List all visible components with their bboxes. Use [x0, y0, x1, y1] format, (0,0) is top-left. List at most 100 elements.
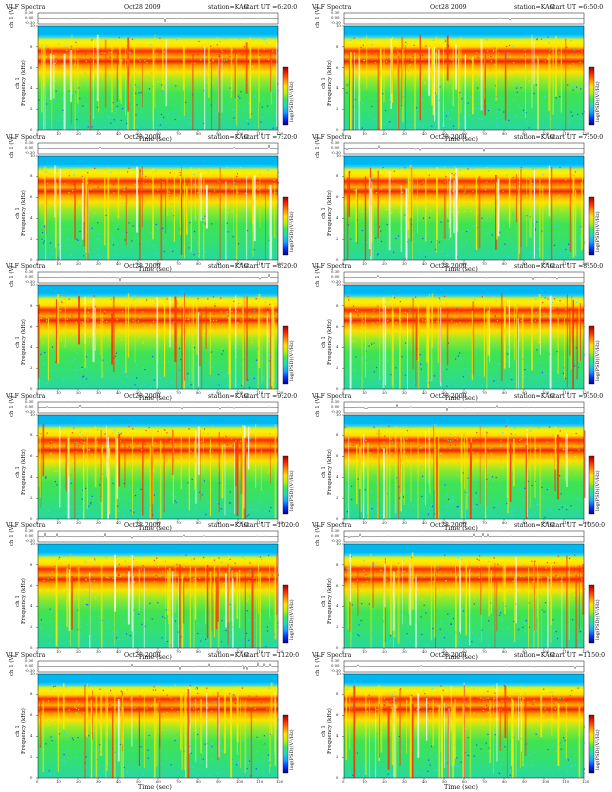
waveform-tick-label: 0.00 — [25, 662, 34, 668]
y-tick-label: 0 — [336, 515, 339, 521]
x-tick-label: 60 — [462, 649, 467, 654]
waveform-axis-label: ch 1 (V) — [315, 524, 321, 546]
spectrogram-panel: VLF Spectra Oct28 2009 station=KAG start UT… — [306, 263, 612, 402]
y-tick-label: 2 — [30, 365, 33, 371]
y-tick-label: 2 — [30, 235, 33, 241]
x-tick-label: 90 — [522, 778, 527, 784]
frequency-axis-label: ch 1 Frequency (kHz) — [15, 578, 27, 624]
x-tick-label: 10 — [56, 519, 61, 525]
x-tick-label: 70 — [176, 778, 181, 784]
x-tick-label: 90 — [522, 131, 527, 136]
y-tick-label: 0 — [336, 127, 339, 132]
sferic-streaks — [38, 293, 276, 389]
station-label: station=KAG — [514, 522, 555, 529]
y-tick-label: 6 — [30, 64, 33, 70]
frequency-axis-label: ch 1 Frequency (kHz) — [15, 189, 27, 236]
x-tick-label: 120 — [582, 390, 590, 395]
x-tick-label: 10 — [362, 260, 367, 266]
sferic-streaks — [345, 682, 581, 778]
x-tick-label: 120 — [276, 519, 284, 525]
high-frequency-band — [344, 414, 584, 424]
x-tick-label: 0 — [342, 390, 345, 395]
x-tick-label: 10 — [362, 131, 367, 136]
frequency-axis-label: ch 1 Frequency (kHz) — [321, 578, 333, 624]
x-tick-label: 120 — [582, 649, 590, 654]
frequency-axis-label: ch 1 Frequency (kHz) — [15, 319, 27, 365]
x-tick-label: 0 — [342, 649, 345, 654]
x-tick-label: 70 — [176, 131, 181, 136]
y-tick-label: 10 — [30, 282, 35, 287]
x-tick-label: 60 — [156, 519, 161, 525]
x-tick-label: 110 — [256, 390, 264, 395]
spectrogram-svg — [342, 12, 595, 132]
y-tick-label: 8 — [336, 691, 339, 697]
start-time-label: start UT =6:20:0 — [244, 4, 298, 11]
high-frequency-band — [38, 544, 278, 553]
waveform-trace — [344, 17, 585, 21]
x-tick-label: 40 — [422, 519, 427, 525]
station-label: station=KAG — [514, 392, 555, 400]
frequency-axis-label: ch 1 Frequency (kHz) — [321, 707, 333, 754]
x-tick-label: 80 — [196, 519, 201, 525]
y-tick-label: 2 — [30, 624, 33, 630]
waveform-axis-label: ch 1 (V) — [315, 136, 321, 158]
x-tick-label: 20 — [76, 778, 81, 784]
x-tick-label: 70 — [482, 390, 487, 395]
x-tick-label: 70 — [482, 649, 487, 654]
y-tick-label: 8 — [30, 173, 33, 179]
y-tick-label: 6 — [336, 323, 339, 329]
x-tick-label: 90 — [216, 390, 221, 395]
x-tick-label: 30 — [402, 131, 407, 136]
x-tick-label: 120 — [276, 778, 284, 784]
start-time-label: start UT =1150:0 — [550, 651, 606, 659]
y-tick-label: 6 — [336, 453, 339, 459]
waveform-tick-label: 0.00 — [331, 274, 340, 279]
x-tick-label: 120 — [276, 131, 284, 136]
colorbar-label: log(PSD)(V²/Hz) — [595, 81, 601, 122]
x-tick-label: 10 — [56, 131, 61, 136]
time-axis-label: Time (sec) — [138, 523, 172, 532]
sferic-streaks — [41, 34, 278, 131]
waveform-axis-label: ch 1 (V) — [9, 136, 15, 158]
x-tick-label: 70 — [482, 519, 487, 525]
start-time-label: start UT =8:20:0 — [244, 263, 298, 270]
y-tick-label: 8 — [30, 432, 33, 438]
y-tick-label: 2 — [336, 365, 339, 371]
x-tick-label: 70 — [176, 390, 181, 395]
waveform-tick-label: 0.30 — [331, 528, 340, 533]
spectrogram-svg — [36, 401, 289, 521]
x-tick-label: 20 — [76, 131, 81, 136]
x-tick-label: 40 — [116, 778, 121, 784]
spectrogram-background — [38, 155, 278, 260]
x-tick-label: 20 — [76, 519, 81, 525]
colorbar — [588, 714, 595, 773]
spectrogram-background — [38, 26, 278, 130]
x-tick-label: 100 — [236, 778, 244, 784]
y-tick-label: 10 — [336, 282, 341, 287]
waveform-tick-label: 0.00 — [25, 15, 34, 20]
colorbar — [282, 584, 289, 644]
y-tick-label: 8 — [30, 302, 33, 308]
y-tick-label: 6 — [336, 712, 339, 718]
x-tick-label: 80 — [502, 260, 507, 266]
colorbar-label: log(PSD)(V²/Hz) — [289, 599, 295, 640]
waveform-tick-label: 0.30 — [25, 139, 34, 145]
spectrogram-panel: VLF Spectra Oct28 2009 station=KAG start UT… — [0, 522, 306, 661]
x-tick-label: 20 — [76, 649, 81, 654]
x-tick-label: 100 — [542, 778, 550, 784]
waveform-tick-label: -0.30 — [331, 279, 341, 284]
y-tick-label: 10 — [336, 23, 341, 28]
high-frequency-band — [344, 544, 584, 553]
y-tick-label: 4 — [30, 214, 33, 220]
x-tick-label: 40 — [422, 649, 427, 654]
x-tick-label: 80 — [502, 778, 507, 784]
spectrogram-svg — [342, 660, 595, 780]
x-tick-label: 60 — [156, 649, 161, 654]
y-tick-label: 2 — [30, 753, 33, 759]
waveform-tick-label: 0.30 — [25, 269, 34, 274]
x-tick-label: 0 — [342, 131, 345, 136]
y-tick-label: 0 — [30, 515, 33, 521]
x-tick-label: 110 — [256, 260, 264, 266]
x-tick-label: 70 — [482, 778, 487, 784]
chart-title: VLF Spectra — [6, 133, 46, 141]
